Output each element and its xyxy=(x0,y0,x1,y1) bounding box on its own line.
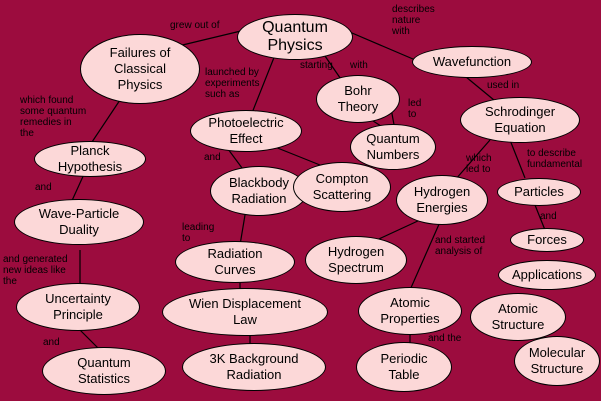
node-quantum-physics[interactable]: Quantum Physics xyxy=(237,14,353,60)
label-launched-by-experiments: launched by experiments such as xyxy=(205,67,260,100)
node-periodic-table[interactable]: Periodic Table xyxy=(356,342,452,392)
label-led-to: led to xyxy=(408,98,422,120)
label-with: with xyxy=(350,60,368,71)
node-atomic-structure[interactable]: Atomic Structure xyxy=(470,293,566,341)
label-and-the: and the xyxy=(428,333,462,344)
label-used-in: used in xyxy=(487,80,520,91)
node-hydrogen-spectrum[interactable]: Hydrogen Spectrum xyxy=(305,236,407,284)
label-leading-to: leading to xyxy=(182,222,215,244)
node-compton-scattering[interactable]: Compton Scattering xyxy=(293,162,391,212)
node-wave-particle-duality[interactable]: Wave-Particle Duality xyxy=(14,199,144,245)
node-forces[interactable]: Forces xyxy=(510,228,584,252)
node-uncertainty-principle[interactable]: Uncertainty Principle xyxy=(16,283,140,331)
node-quantum-numbers[interactable]: Quantum Numbers xyxy=(350,124,436,170)
node-3k-background-radiation[interactable]: 3K Background Radiation xyxy=(182,343,326,391)
label-and-started-analysis: and started analysis of xyxy=(435,235,486,257)
node-failures-of-classical-physics[interactable]: Failures of Classical Physics xyxy=(80,34,200,104)
label-starting: starting xyxy=(300,60,333,71)
node-hydrogen-energies[interactable]: Hydrogen Energies xyxy=(396,175,488,225)
node-blackbody-radiation[interactable]: Blackbody Radiation xyxy=(210,166,308,216)
label-to-describe-fundamental: to describe fundamental xyxy=(527,148,583,170)
label-and-quantum-statistics: and xyxy=(43,337,60,348)
node-radiation-curves[interactable]: Radiation Curves xyxy=(175,241,295,283)
node-photoelectric-effect[interactable]: Photoelectric Effect xyxy=(190,110,302,152)
node-molecular-structure[interactable]: Molecular Structure xyxy=(514,336,600,386)
node-wien-displacement-law[interactable]: Wien Displacement Law xyxy=(162,288,328,336)
node-quantum-statistics[interactable]: Quantum Statistics xyxy=(42,347,166,395)
label-and-wave-particle: and xyxy=(35,182,52,193)
node-atomic-properties[interactable]: Atomic Properties xyxy=(358,287,462,335)
label-grew-out-of: grew out of xyxy=(170,20,220,31)
label-and-forces: and xyxy=(540,211,557,222)
node-bohr-theory[interactable]: Bohr Theory xyxy=(316,75,400,123)
label-and-blackbody: and xyxy=(204,152,221,163)
label-and-generated-new-ideas: and generated new ideas like the xyxy=(3,254,68,287)
label-which-led-to: which led to xyxy=(466,153,492,175)
node-wavefunction[interactable]: Wavefunction xyxy=(412,46,532,78)
node-particles[interactable]: Particles xyxy=(497,178,581,206)
node-applications[interactable]: Applications xyxy=(498,260,596,290)
node-schrodinger-equation[interactable]: Schrodinger Equation xyxy=(460,97,580,143)
label-describes-nature-with: describes nature with xyxy=(392,4,435,37)
label-which-found: which found some quantum remedies in the xyxy=(20,95,87,139)
node-planck-hypothesis[interactable]: Planck Hypothesis xyxy=(34,141,146,177)
